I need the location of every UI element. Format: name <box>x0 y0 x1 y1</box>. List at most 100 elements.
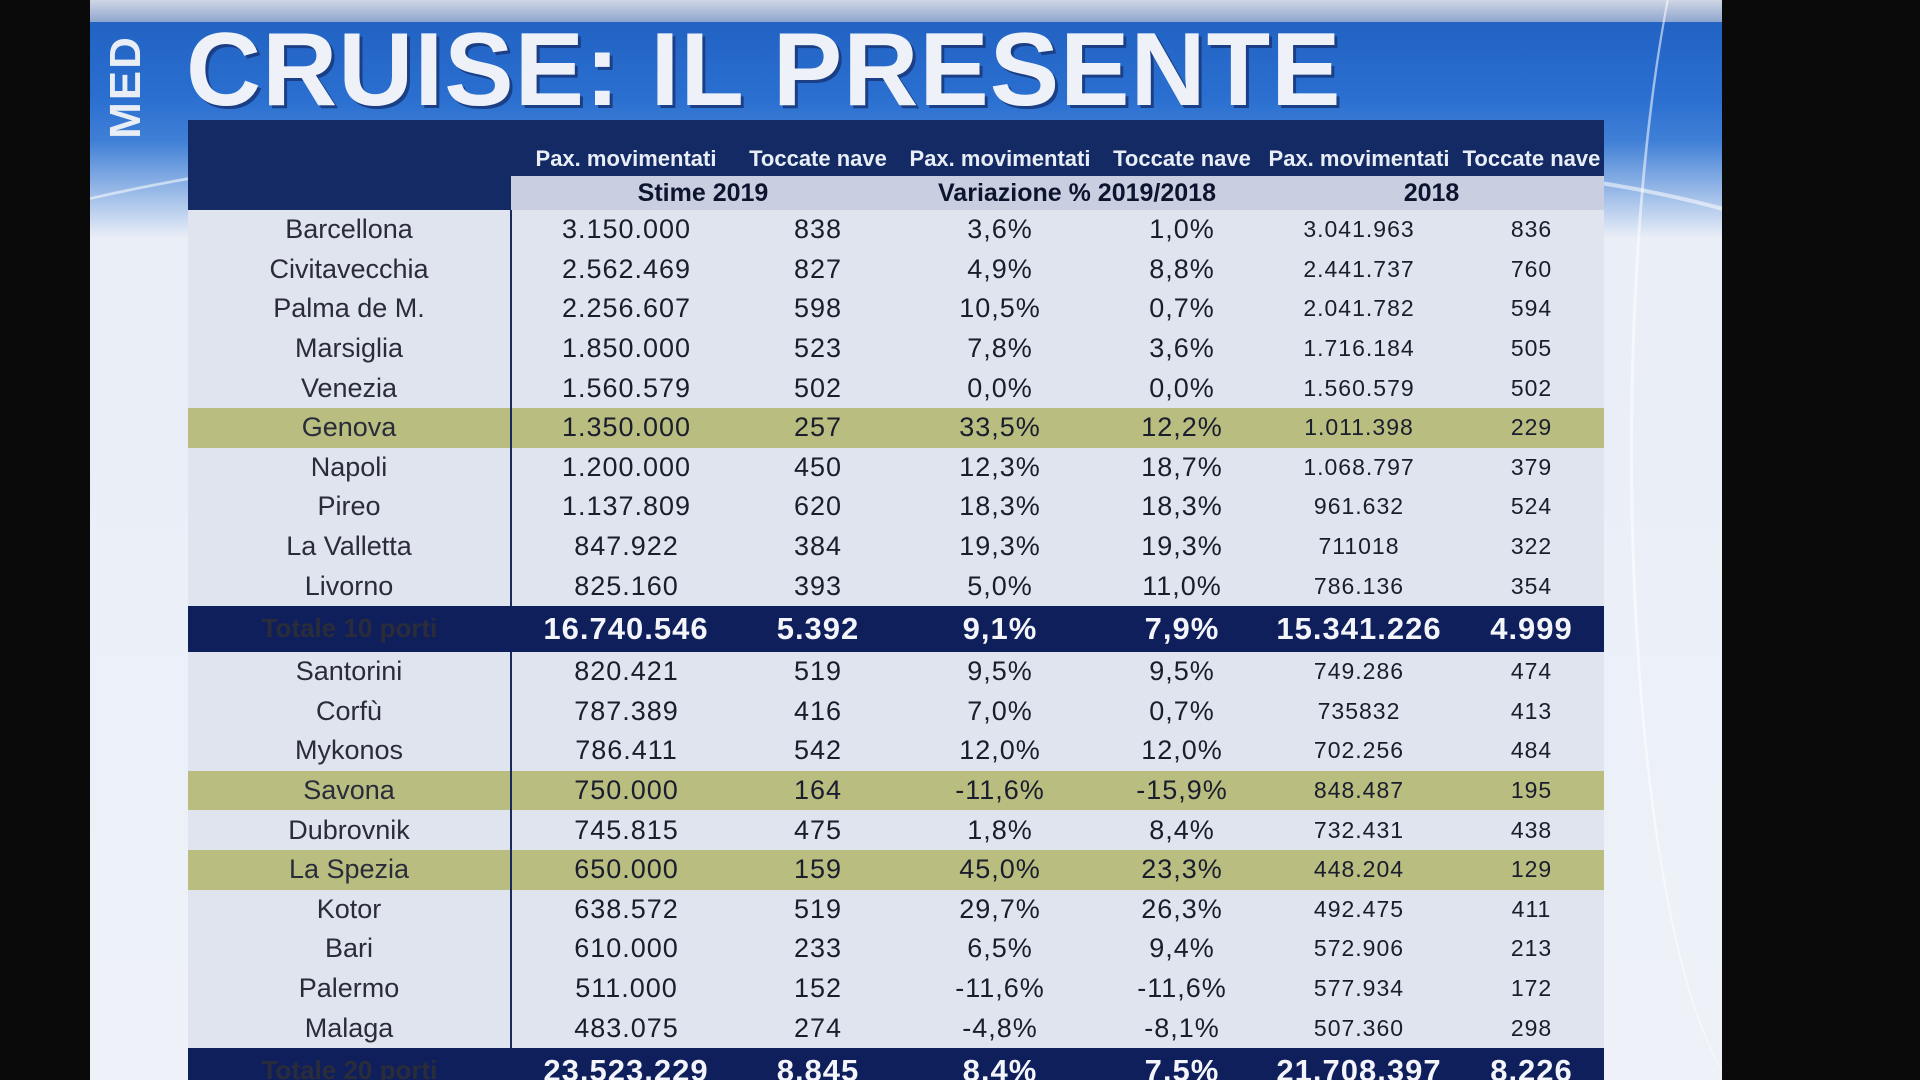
header-corner <box>188 176 511 210</box>
ships-2018-cell: 298 <box>1459 1008 1604 1048</box>
port-name-cell: Napoli <box>188 447 512 488</box>
column-header: Toccate nave <box>1459 120 1604 176</box>
ships-variation-cell: -15,9% <box>1105 770 1259 811</box>
port-name-cell: Pireo <box>188 487 512 527</box>
ships-2018-cell: 502 <box>1459 368 1604 408</box>
pax-2018-cell: 507.360 <box>1259 1008 1459 1048</box>
pax-2018-cell: 572.906 <box>1259 929 1459 969</box>
pax-2019-cell: 511.000 <box>511 968 741 1009</box>
port-name-cell: Totale 10 porti <box>188 605 511 652</box>
ships-2018-cell: 129 <box>1459 849 1604 890</box>
pax-variation-cell: 3,6% <box>895 210 1105 250</box>
table-row: Bari 610.000 233 6,5% 9,4% 572.906 213 <box>188 929 1604 969</box>
pax-variation-cell: 12,3% <box>895 447 1105 488</box>
pax-2019-cell: 745.815 <box>511 810 741 850</box>
port-name-cell: Savona <box>188 770 512 811</box>
ships-variation-cell: 7,5% <box>1105 1047 1259 1080</box>
ships-2018-cell: 379 <box>1459 447 1604 488</box>
table-row: Palermo 511.000 152 -11,6% -11,6% 577.934 172 <box>188 968 1604 1009</box>
ships-variation-cell: 3,6% <box>1105 328 1259 369</box>
pax-2018-cell: 1.011.398 <box>1259 407 1459 448</box>
port-name-cell: Livorno <box>188 566 512 606</box>
pax-2019-cell: 650.000 <box>511 849 741 890</box>
ships-2019-cell: 8.845 <box>741 1047 895 1080</box>
pax-2019-cell: 16.740.546 <box>511 605 741 652</box>
ships-2019-cell: 827 <box>741 249 895 290</box>
pax-variation-cell: 12,0% <box>895 731 1105 771</box>
ships-2018-cell: 354 <box>1459 566 1604 606</box>
pax-2018-cell: 749.286 <box>1259 651 1459 692</box>
pax-2018-cell: 1.068.797 <box>1259 447 1459 488</box>
ships-2019-cell: 519 <box>741 889 895 930</box>
ships-2019-cell: 416 <box>741 691 895 732</box>
port-name-cell: Santorini <box>188 651 512 692</box>
ships-2019-cell: 152 <box>741 968 895 1009</box>
column-header-row: Pax. movimentati Toccate nave Pax. movim… <box>188 120 1604 176</box>
ships-2018-cell: 524 <box>1459 487 1604 527</box>
ships-2019-cell: 519 <box>741 651 895 692</box>
ships-variation-cell: 8,8% <box>1105 249 1259 290</box>
port-name-cell: Palma de M. <box>188 289 512 329</box>
ships-variation-cell: 12,2% <box>1105 407 1259 448</box>
pax-2018-cell: 711018 <box>1259 526 1459 567</box>
port-name-cell: Venezia <box>188 368 512 408</box>
pax-variation-cell: 19,3% <box>895 526 1105 567</box>
pax-variation-cell: 45,0% <box>895 849 1105 890</box>
med-badge-text: MED <box>101 35 150 139</box>
port-name-cell: Palermo <box>188 968 512 1009</box>
slide-title: CRUISE: IL PRESENTE <box>186 12 1342 128</box>
ships-variation-cell: 26,3% <box>1105 889 1259 930</box>
ships-2019-cell: 257 <box>741 407 895 448</box>
pax-2018-cell: 1.716.184 <box>1259 328 1459 369</box>
pax-variation-cell: 0,0% <box>895 368 1105 408</box>
table-row: Santorini 820.421 519 9,5% 9,5% 749.286 474 <box>188 651 1604 692</box>
pax-2019-cell: 1.560.579 <box>511 368 741 408</box>
table-row: Livorno 825.160 393 5,0% 11,0% 786.136 354 <box>188 566 1604 606</box>
pax-variation-cell: 7,8% <box>895 328 1105 369</box>
pax-2019-cell: 1.850.000 <box>511 328 741 369</box>
ships-variation-cell: 23,3% <box>1105 849 1259 890</box>
pax-2018-cell: 2.441.737 <box>1259 249 1459 290</box>
table-row: Barcellona 3.150.000 838 3,6% 1,0% 3.041.963 8… <box>188 210 1604 250</box>
ships-variation-cell: 18,7% <box>1105 447 1259 488</box>
ships-2018-cell: 438 <box>1459 810 1604 850</box>
pax-2019-cell: 483.075 <box>511 1008 741 1048</box>
ships-variation-cell: 12,0% <box>1105 731 1259 771</box>
group-header-row: Stime 2019 Variazione % 2019/2018 2018 <box>188 176 1604 210</box>
ships-2018-cell: 484 <box>1459 731 1604 771</box>
ships-2019-cell: 542 <box>741 731 895 771</box>
ships-2018-cell: 322 <box>1459 526 1604 567</box>
table-row: Malaga 483.075 274 -4,8% -8,1% 507.360 298 <box>188 1008 1604 1048</box>
ships-2018-cell: 229 <box>1459 407 1604 448</box>
ships-variation-cell: 19,3% <box>1105 526 1259 567</box>
total-row: Totale 20 porti 23.523.229 8.845 8,4% 7,5% 21… <box>188 1047 1604 1080</box>
table-row: Genova 1.350.000 257 33,5% 12,2% 1.011.398 229 <box>188 407 1604 448</box>
port-name-cell: La Valletta <box>188 526 512 567</box>
ships-2019-cell: 233 <box>741 929 895 969</box>
pax-variation-cell: 10,5% <box>895 289 1105 329</box>
pax-2019-cell: 1.350.000 <box>511 407 741 448</box>
pax-2018-cell: 961.632 <box>1259 487 1459 527</box>
ships-2018-cell: 836 <box>1459 210 1604 250</box>
ships-variation-cell: 18,3% <box>1105 487 1259 527</box>
pax-2019-cell: 787.389 <box>511 691 741 732</box>
table-row: La Spezia 650.000 159 45,0% 23,3% 448.204 129 <box>188 849 1604 890</box>
table-row: Mykonos 786.411 542 12,0% 12,0% 702.256 484 <box>188 731 1604 771</box>
table-row: Napoli 1.200.000 450 12,3% 18,7% 1.068.797 379 <box>188 447 1604 488</box>
ships-2018-cell: 474 <box>1459 651 1604 692</box>
ships-2019-cell: 838 <box>741 210 895 250</box>
column-header: Pax. movimentati <box>1259 120 1459 176</box>
pax-2018-cell: 492.475 <box>1259 889 1459 930</box>
ships-2019-cell: 450 <box>741 447 895 488</box>
pax-variation-cell: -4,8% <box>895 1008 1105 1048</box>
header-corner <box>188 120 511 176</box>
ships-2018-cell: 213 <box>1459 929 1604 969</box>
pax-variation-cell: 29,7% <box>895 889 1105 930</box>
ships-2019-cell: 620 <box>741 487 895 527</box>
pax-2018-cell: 735832 <box>1259 691 1459 732</box>
table-row: Corfù 787.389 416 7,0% 0,7% 735832 413 <box>188 691 1604 732</box>
ships-variation-cell: -11,6% <box>1105 968 1259 1009</box>
ships-2019-cell: 475 <box>741 810 895 850</box>
pax-2019-cell: 2.562.469 <box>511 249 741 290</box>
pax-2018-cell: 732.431 <box>1259 810 1459 850</box>
